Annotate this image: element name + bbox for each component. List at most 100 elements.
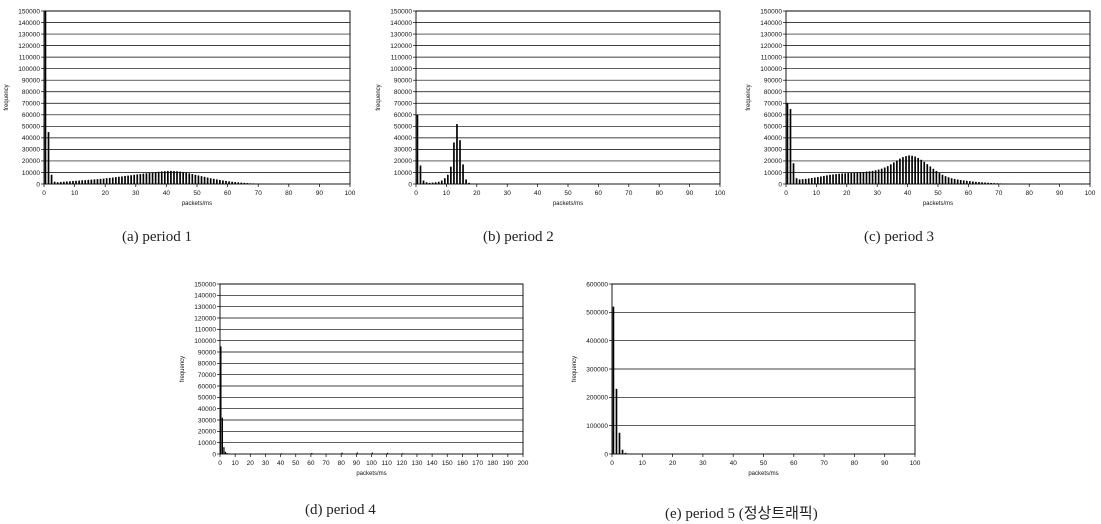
- bar: [130, 175, 132, 184]
- bar: [862, 172, 865, 184]
- bar: [792, 163, 795, 184]
- bar: [987, 182, 989, 184]
- y-tick-label: 50000: [22, 124, 40, 131]
- bar: [868, 171, 871, 184]
- x-tick-label: 60: [307, 460, 315, 467]
- y-tick-label: 70000: [394, 101, 412, 108]
- bar: [87, 179, 90, 184]
- bar: [93, 179, 96, 184]
- y-tick-label: 140000: [390, 20, 412, 27]
- bar: [950, 178, 953, 184]
- bar: [832, 174, 834, 184]
- y-tick-label: 30000: [198, 417, 216, 424]
- x-tick-label: 120: [396, 460, 407, 467]
- y-axis-title: frequency: [180, 356, 186, 382]
- bar: [932, 168, 935, 184]
- bar: [896, 160, 898, 184]
- y-tick-label: 100000: [18, 66, 40, 73]
- bar: [188, 173, 191, 184]
- bar: [853, 172, 856, 184]
- bar: [914, 156, 916, 184]
- bar: [807, 178, 810, 184]
- bar: [341, 452, 343, 454]
- bar: [856, 172, 859, 184]
- bar: [993, 183, 995, 184]
- bar: [56, 182, 59, 184]
- y-tick-label: 30000: [394, 147, 412, 154]
- bar: [905, 156, 907, 184]
- bar: [209, 178, 212, 184]
- y-tick-label: 80000: [198, 361, 216, 368]
- bar: [453, 142, 455, 184]
- bar: [416, 114, 419, 184]
- bar: [437, 181, 440, 184]
- bar: [163, 171, 166, 184]
- bar: [133, 174, 136, 184]
- y-tick-label: 100000: [586, 423, 608, 430]
- bar: [66, 181, 68, 184]
- bar: [151, 172, 154, 184]
- x-tick-label: 40: [163, 190, 171, 197]
- bar: [176, 171, 178, 184]
- y-axis-title: frequency: [746, 84, 752, 110]
- y-tick-label: 200000: [586, 395, 608, 402]
- y-tick-label: 110000: [391, 54, 413, 61]
- y-tick-label: 400000: [586, 338, 608, 345]
- plot-area: [219, 283, 524, 455]
- bar: [50, 174, 53, 184]
- y-tick-label: 70000: [198, 372, 216, 379]
- caption-period-4: (d) period 4: [305, 502, 376, 518]
- y-tick-label: 10000: [764, 170, 782, 177]
- bar: [450, 166, 452, 184]
- x-tick-label: 100: [715, 190, 726, 197]
- x-tick-label: 30: [262, 460, 270, 467]
- bar: [108, 177, 111, 184]
- chart-period-3: 0 10000 20000 30000 40000 50000 60000 70000 8000…: [746, 8, 1096, 207]
- bar: [371, 452, 374, 454]
- y-tick-label: 110000: [195, 327, 217, 334]
- bar: [226, 453, 228, 454]
- bar: [801, 179, 804, 184]
- bar: [96, 179, 99, 184]
- x-tick-label: 100: [366, 460, 377, 467]
- bar: [243, 182, 246, 184]
- x-tick-label: 0: [784, 190, 788, 197]
- bar: [419, 165, 422, 184]
- bar: [431, 182, 434, 184]
- bar: [456, 124, 458, 184]
- bar: [47, 132, 50, 184]
- bar: [219, 179, 221, 184]
- chart-period-2: 0 10000 20000 30000 40000 50000 60000 70000 8000…: [376, 8, 726, 207]
- y-tick-label: 90000: [394, 78, 412, 85]
- x-tick-label: 40: [534, 190, 542, 197]
- x-tick-label: 0: [610, 460, 614, 467]
- bar: [984, 182, 986, 184]
- y-tick-label: 10000: [198, 440, 216, 447]
- bar: [114, 177, 117, 184]
- bar: [237, 182, 240, 184]
- y-tick-label: 0: [212, 451, 216, 458]
- x-tick-label: 70: [625, 190, 633, 197]
- bar: [200, 176, 203, 184]
- bar: [59, 181, 62, 184]
- y-tick-label: 40000: [22, 135, 40, 142]
- x-tick-label: 0: [414, 190, 418, 197]
- bar: [173, 171, 175, 184]
- bar: [221, 417, 224, 454]
- bar: [434, 182, 437, 184]
- y-tick-label: 130000: [390, 31, 412, 38]
- bar: [468, 182, 470, 184]
- x-tick-label: 20: [247, 460, 255, 467]
- bar: [841, 173, 843, 184]
- y-tick-label: 60000: [764, 112, 782, 119]
- bar: [75, 180, 77, 184]
- bar: [167, 170, 169, 184]
- y-tick-label: 100000: [194, 338, 216, 345]
- bar: [139, 174, 142, 184]
- y-tick-label: 600000: [586, 281, 608, 288]
- bar: [84, 180, 87, 184]
- bar: [962, 180, 965, 184]
- x-tick-label: 130: [412, 460, 423, 467]
- bar: [428, 182, 431, 184]
- y-tick-label: 50000: [764, 124, 782, 131]
